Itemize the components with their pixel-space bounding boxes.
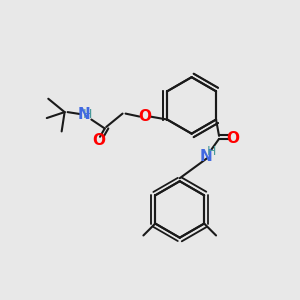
- Text: O: O: [138, 109, 152, 124]
- Text: O: O: [226, 131, 239, 146]
- Text: H: H: [206, 145, 216, 158]
- Text: H: H: [83, 108, 92, 121]
- Text: N: N: [199, 148, 212, 164]
- Text: N: N: [78, 107, 90, 122]
- Text: O: O: [92, 133, 105, 148]
